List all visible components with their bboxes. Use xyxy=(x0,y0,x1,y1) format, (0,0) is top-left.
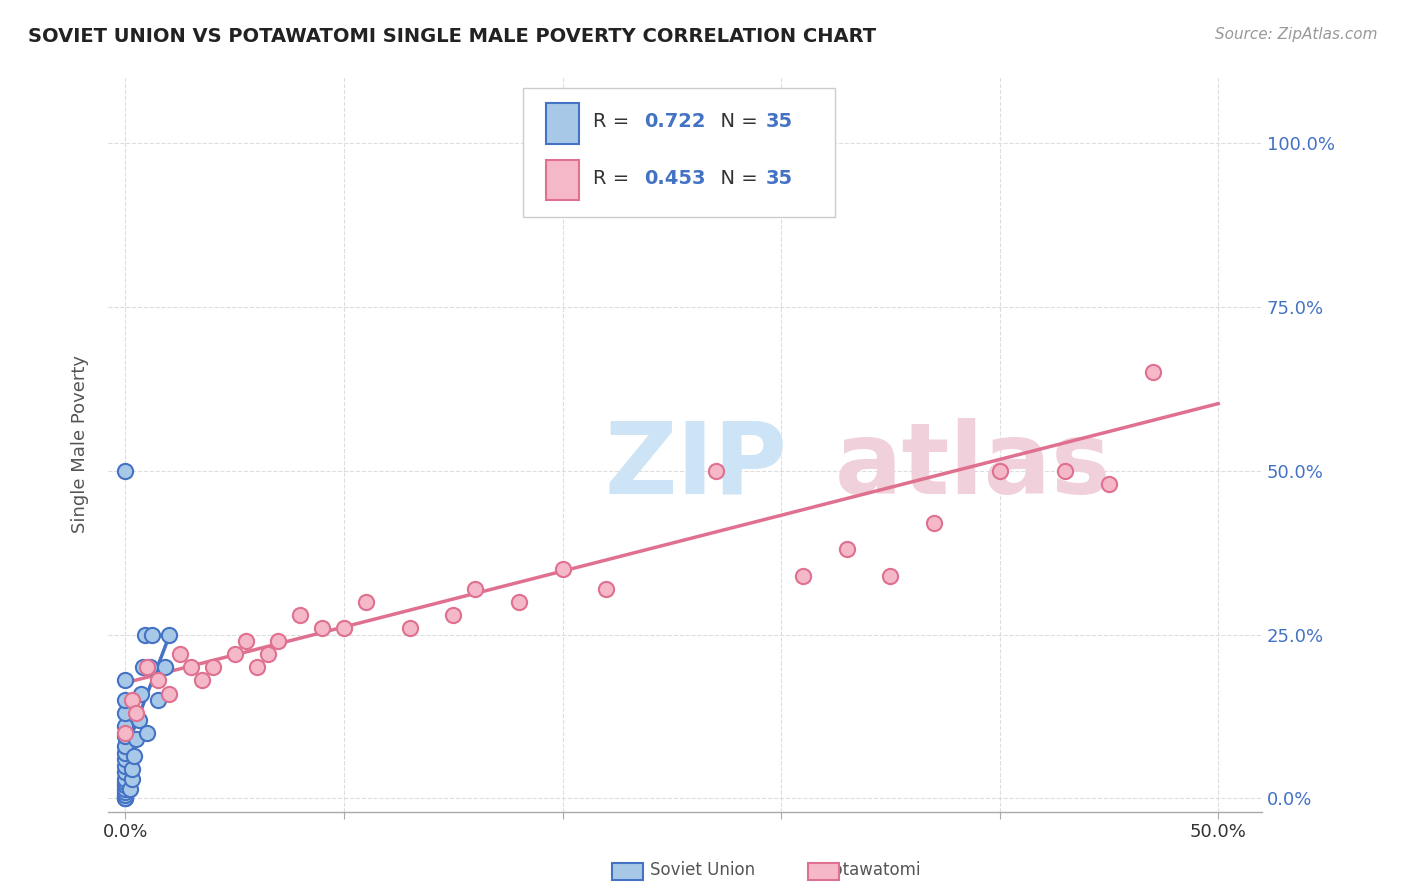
Point xyxy=(879,568,901,582)
Text: Soviet Union: Soviet Union xyxy=(651,861,755,879)
Text: R =: R = xyxy=(593,112,636,131)
Point xyxy=(157,687,180,701)
Text: 0.722: 0.722 xyxy=(644,112,706,131)
Point xyxy=(134,627,156,641)
Point xyxy=(290,607,312,622)
Point xyxy=(638,136,661,150)
Point xyxy=(114,739,136,753)
Point xyxy=(464,582,486,596)
Point xyxy=(114,464,136,478)
Point xyxy=(235,634,257,648)
Point xyxy=(114,693,136,707)
Text: Potawatomi: Potawatomi xyxy=(823,861,921,879)
Point xyxy=(122,748,145,763)
Point xyxy=(132,660,155,674)
Point xyxy=(114,752,136,766)
Point xyxy=(704,464,727,478)
Point xyxy=(118,781,141,796)
Point xyxy=(114,791,136,805)
Point xyxy=(148,673,170,688)
Point xyxy=(121,772,143,786)
Point xyxy=(114,788,136,802)
Point xyxy=(125,706,148,721)
Point xyxy=(114,765,136,780)
Point xyxy=(114,673,136,688)
Point xyxy=(114,706,136,721)
Text: SOVIET UNION VS POTAWATOMI SINGLE MALE POVERTY CORRELATION CHART: SOVIET UNION VS POTAWATOMI SINGLE MALE P… xyxy=(28,27,876,45)
Point xyxy=(1054,464,1077,478)
Point xyxy=(267,634,290,648)
Point xyxy=(1098,476,1121,491)
FancyBboxPatch shape xyxy=(547,160,579,200)
FancyBboxPatch shape xyxy=(523,88,835,217)
Text: atlas: atlas xyxy=(835,418,1112,515)
Point xyxy=(114,719,136,733)
Point xyxy=(398,621,420,635)
Point xyxy=(114,758,136,772)
Point xyxy=(1142,365,1164,379)
Point xyxy=(224,647,246,661)
Point xyxy=(201,660,224,674)
Text: R =: R = xyxy=(593,169,636,187)
Point xyxy=(114,781,136,796)
Point xyxy=(153,660,176,674)
Text: N =: N = xyxy=(709,169,763,187)
Point xyxy=(125,732,148,747)
Point xyxy=(595,582,617,596)
Text: Source: ZipAtlas.com: Source: ZipAtlas.com xyxy=(1215,27,1378,42)
Point xyxy=(114,785,136,799)
Point xyxy=(988,464,1011,478)
Point xyxy=(141,627,163,641)
Text: ZIP: ZIP xyxy=(605,418,787,515)
Point xyxy=(792,568,814,582)
Point xyxy=(922,516,945,530)
Point xyxy=(354,595,377,609)
Point xyxy=(333,621,356,635)
Point xyxy=(128,713,150,727)
Text: 0.453: 0.453 xyxy=(644,169,706,187)
Point xyxy=(121,693,143,707)
Point xyxy=(114,726,136,740)
Point xyxy=(114,778,136,792)
Point xyxy=(114,746,136,760)
Point xyxy=(157,627,180,641)
Point xyxy=(311,621,333,635)
Text: 35: 35 xyxy=(766,112,793,131)
Text: N =: N = xyxy=(709,112,763,131)
Point xyxy=(136,726,159,740)
Point xyxy=(246,660,269,674)
Point xyxy=(129,687,152,701)
Point xyxy=(169,647,191,661)
Text: 35: 35 xyxy=(766,169,793,187)
Point xyxy=(114,791,136,805)
Point xyxy=(256,647,278,661)
Point xyxy=(191,673,214,688)
Point xyxy=(114,791,136,805)
Point xyxy=(114,772,136,786)
Point xyxy=(441,607,464,622)
Point xyxy=(114,775,136,789)
Point xyxy=(136,660,159,674)
FancyBboxPatch shape xyxy=(547,103,579,144)
Point xyxy=(148,693,170,707)
Point xyxy=(114,729,136,743)
Point xyxy=(180,660,202,674)
Point xyxy=(508,595,530,609)
Point xyxy=(121,762,143,776)
Point xyxy=(138,660,160,674)
Point xyxy=(551,562,574,576)
Y-axis label: Single Male Poverty: Single Male Poverty xyxy=(72,356,89,533)
Point xyxy=(835,542,858,557)
